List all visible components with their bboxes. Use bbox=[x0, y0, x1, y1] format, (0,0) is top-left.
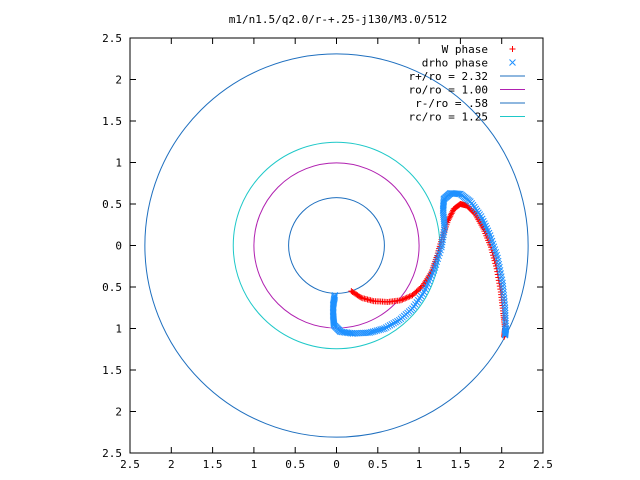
drho-phase-point bbox=[384, 323, 392, 330]
w-phase-point bbox=[447, 211, 454, 218]
drho-phase-point bbox=[502, 319, 509, 327]
legend-label: r+/ro = 2.32 bbox=[409, 70, 488, 83]
y-tick-label: 1.5 bbox=[102, 115, 122, 128]
circle-r- bbox=[288, 197, 385, 294]
y-tick-label: 2.5 bbox=[102, 447, 122, 460]
drho-phase-point bbox=[371, 327, 379, 335]
drho-phase-point bbox=[388, 320, 396, 328]
legend-marker-cross bbox=[509, 59, 516, 66]
drho-phase-point bbox=[390, 319, 398, 327]
drho-phase-point bbox=[392, 318, 399, 326]
w-phase-point bbox=[496, 283, 503, 290]
legend-label: W phase bbox=[442, 43, 488, 56]
x-tick-label: 1 bbox=[416, 458, 423, 471]
drho-phase-point bbox=[381, 325, 388, 332]
drho-phase-point bbox=[502, 314, 509, 322]
drho-phase-point bbox=[373, 327, 381, 334]
drho-phase-point bbox=[501, 304, 509, 312]
y-tick-label: 0.5 bbox=[102, 198, 122, 211]
series-points bbox=[329, 189, 510, 340]
drho-phase-point bbox=[375, 326, 383, 334]
x-tick-label: 1.5 bbox=[450, 458, 470, 471]
drho-phase-point bbox=[369, 328, 377, 335]
x-tick-label: 0.5 bbox=[285, 458, 305, 471]
y-tick-label: 0 bbox=[115, 240, 122, 253]
w-phase-point bbox=[445, 216, 452, 223]
y-tick-label: 2 bbox=[115, 74, 122, 87]
drho-phase-point bbox=[501, 330, 509, 338]
drho-phase-point bbox=[454, 190, 462, 198]
y-tick-label: 1 bbox=[115, 323, 122, 336]
x-tick-label: 2 bbox=[168, 458, 175, 471]
x-tick-label: 0.5 bbox=[368, 458, 388, 471]
w-phase-point bbox=[449, 208, 456, 215]
w-phase-point bbox=[397, 297, 404, 304]
drho-phase-point bbox=[501, 331, 509, 339]
drho-phase-point bbox=[501, 329, 509, 337]
w-phase-point bbox=[406, 293, 413, 300]
drho-phase-point bbox=[379, 325, 386, 333]
drho-phase-point bbox=[501, 330, 509, 337]
y-tick-label: 2.5 bbox=[102, 32, 122, 45]
drho-phase-point bbox=[501, 306, 509, 314]
w-phase-point bbox=[402, 295, 409, 302]
w-phase-point bbox=[405, 294, 412, 301]
w-phase-point bbox=[403, 294, 410, 301]
x-tick-label: 2 bbox=[498, 458, 505, 471]
x-tick-label: 2.5 bbox=[120, 458, 140, 471]
w-phase-point bbox=[357, 293, 364, 300]
y-tick-label: 0.5 bbox=[102, 281, 122, 294]
legend-label: rc/ro = 1.25 bbox=[409, 111, 488, 124]
legend-label: ro/ro = 1.00 bbox=[409, 84, 488, 97]
w-phase-point bbox=[400, 296, 407, 303]
x-tick-label: 1 bbox=[251, 458, 258, 471]
drho-phase-point bbox=[377, 326, 385, 333]
drho-phase-point bbox=[382, 324, 390, 331]
drho-phase-point bbox=[502, 317, 509, 325]
legend-marker-plus bbox=[509, 46, 516, 52]
series-drho-phase bbox=[329, 189, 510, 339]
legend-label: drho phase bbox=[422, 57, 488, 70]
drho-phase-point bbox=[394, 317, 401, 325]
drho-phase-point bbox=[386, 322, 394, 329]
y-tick-label: 1 bbox=[115, 157, 122, 170]
drho-phase-point bbox=[501, 312, 509, 319]
legend-label: r-/ro = .58 bbox=[415, 97, 488, 110]
chart-title: m1/n1.5/q2.0/r-+.25-j130/M3.0/512 bbox=[229, 13, 448, 26]
plot-axes: 2.5 2 1.5 1 0.5 0 0.5 1 1.5 2 2.52.521.510.500.511… bbox=[102, 32, 553, 471]
w-phase-point bbox=[448, 210, 455, 217]
y-tick-label: 2 bbox=[115, 406, 122, 419]
drho-phase-point bbox=[368, 328, 375, 336]
x-tick-label: 1.5 bbox=[203, 458, 223, 471]
circle-r+ bbox=[144, 53, 529, 438]
x-tick-label: 0 bbox=[333, 458, 340, 471]
drho-phase-point bbox=[366, 329, 373, 337]
w-phase-point bbox=[496, 280, 503, 287]
drho-phase-point bbox=[501, 309, 509, 317]
w-phase-point bbox=[446, 214, 453, 221]
x-tick-label: 2.5 bbox=[533, 458, 553, 471]
w-phase-point bbox=[447, 213, 454, 220]
w-phase-point bbox=[399, 296, 406, 303]
y-tick-label: 1.5 bbox=[102, 364, 122, 377]
